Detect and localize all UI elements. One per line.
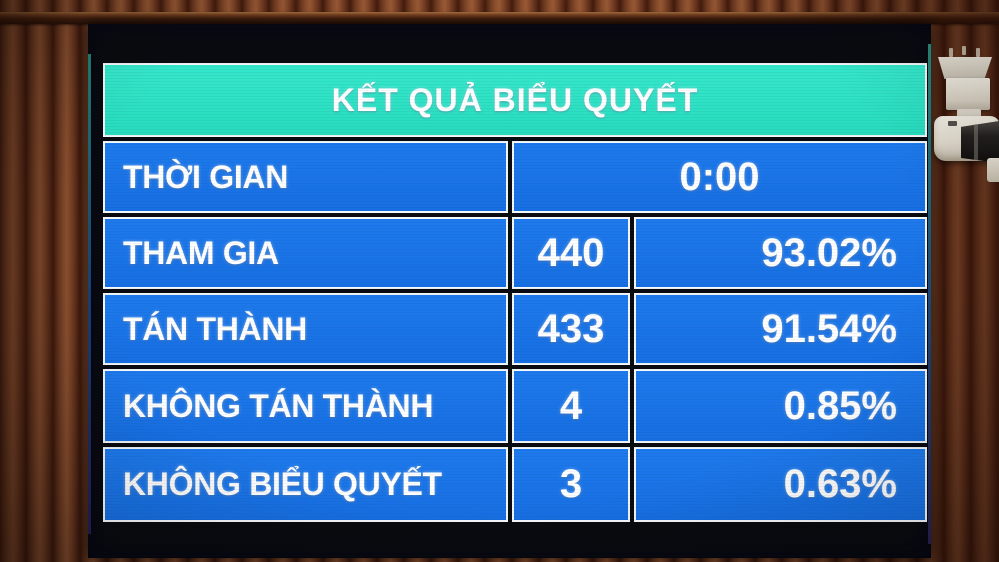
led-results-screen: KẾT QUẢ BIỂU QUYẾT THỜI GIAN 0:00 THAM G… [88,24,931,558]
row-count-abstain: 3 [512,447,630,522]
row-percent-abstain: 0.63% [634,447,927,522]
screen-edge-glow-right [928,44,931,544]
row-count-disapprove: 4 [512,369,630,443]
row-percent-participated: 93.02% [634,217,927,289]
vote-results-title: KẾT QUẢ BIỂU QUYẾT [103,63,927,137]
row-percent-disapprove: 0.85% [634,369,927,443]
row-count-participated: 440 [512,217,630,289]
row-label-approve: TÁN THÀNH [103,293,508,365]
row-count-approve: 433 [512,293,630,365]
table-header-row: KẾT QUẢ BIỂU QUYẾT [103,63,927,137]
wall-top-rail [0,12,999,24]
vote-results-table: KẾT QUẢ BIỂU QUYẾT THỜI GIAN 0:00 THAM G… [103,63,927,522]
row-label-participated: THAM GIA [103,217,508,289]
table-row: KHÔNG TÁN THÀNH 4 0.85% [103,369,927,443]
screen-edge-glow-left [88,54,91,534]
table-row: THAM GIA 440 93.02% [103,217,927,289]
table-row: THỜI GIAN 0:00 [103,141,927,213]
row-label-disapprove: KHÔNG TÁN THÀNH [103,369,508,443]
row-label-time: THỜI GIAN [103,141,508,213]
row-value-time: 0:00 [512,141,927,213]
row-label-abstain: KHÔNG BIỂU QUYẾT [103,447,508,522]
table-row: KHÔNG BIỂU QUYẾT 3 0.63% [103,447,927,522]
table-row: TÁN THÀNH 433 91.54% [103,293,927,365]
row-percent-approve: 91.54% [634,293,927,365]
